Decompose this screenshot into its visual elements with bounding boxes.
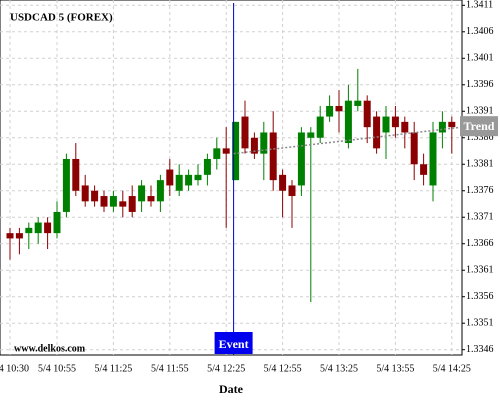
- candle-body: [448, 121, 456, 128]
- candle-body: [156, 180, 164, 202]
- candle-body: [166, 169, 174, 186]
- chart-title: USDCAD 5 (FOREX): [10, 12, 113, 24]
- y-tick-label: 1.3381: [466, 159, 494, 170]
- candle-body: [269, 132, 277, 181]
- x-tick-label: 5/4 11:55: [151, 363, 189, 374]
- y-tick-label: 1.3411: [466, 0, 493, 11]
- candle-body: [34, 222, 42, 234]
- candle-body: [382, 116, 390, 133]
- trend-label: Trend: [464, 119, 495, 133]
- candle-body: [420, 164, 428, 175]
- y-tick-label: 1.3401: [466, 53, 494, 64]
- candle-body: [6, 233, 14, 239]
- candle-body: [53, 211, 61, 234]
- candle-body: [147, 196, 155, 202]
- candle-body: [25, 227, 33, 234]
- y-tick-label: 1.3386: [466, 132, 494, 143]
- x-tick-label: 5/4 10:30: [0, 363, 29, 374]
- candle-body: [363, 100, 371, 128]
- y-tick-label: 1.3391: [466, 106, 494, 117]
- candle-body: [279, 174, 287, 191]
- y-tick-label: 1.3366: [466, 238, 494, 249]
- x-tick-label: 5/4 13:55: [376, 363, 414, 374]
- candle-body: [15, 233, 23, 239]
- candle-body: [326, 105, 334, 117]
- candle-body: [250, 137, 258, 154]
- y-tick-label: 1.3361: [466, 265, 494, 276]
- candle-body: [241, 116, 249, 149]
- x-tick-label: 5/4 12:55: [264, 363, 302, 374]
- candle-body: [354, 100, 362, 106]
- x-tick-label: 5/4 10:55: [38, 363, 76, 374]
- candle-body: [410, 132, 418, 165]
- candle-body: [109, 196, 117, 207]
- x-tick-label: 5/4 12:25: [207, 363, 245, 374]
- y-tick-label: 1.3346: [466, 344, 494, 355]
- y-tick-label: 1.3396: [466, 79, 494, 90]
- candle-body: [203, 158, 211, 175]
- watermark: www.delkos.com: [14, 343, 86, 354]
- candle-body: [213, 148, 221, 159]
- y-tick-label: 1.3406: [466, 26, 494, 37]
- candle-body: [288, 185, 296, 197]
- candle-body: [232, 121, 240, 181]
- candle-body: [429, 132, 437, 186]
- candle-body: [81, 185, 89, 202]
- x-tick-label: 5/4 14:25: [433, 363, 471, 374]
- candle-body: [401, 121, 409, 133]
- event-label: Event: [219, 337, 249, 351]
- y-tick-label: 1.3376: [466, 185, 494, 196]
- candle-body: [222, 148, 230, 154]
- candle-body: [62, 158, 70, 212]
- candle-body: [391, 116, 399, 128]
- candle-body: [344, 100, 352, 144]
- candle-body: [297, 132, 305, 186]
- candle-body: [373, 116, 381, 149]
- candle-body: [119, 201, 127, 207]
- candle-body: [91, 190, 99, 202]
- candle-body: [185, 174, 193, 186]
- candle-body: [128, 196, 136, 212]
- y-tick-label: 1.3371: [466, 212, 494, 223]
- y-tick-label: 1.3351: [466, 318, 494, 329]
- event-box: [214, 332, 253, 354]
- x-axis-label: Date: [219, 382, 244, 396]
- candle-body: [194, 174, 202, 181]
- trend-box: [460, 116, 498, 137]
- y-tick-label: 1.3356: [466, 291, 494, 302]
- candle-body: [316, 116, 324, 138]
- candle-body: [307, 132, 315, 138]
- candle-body: [335, 105, 343, 112]
- candle-body: [438, 121, 446, 133]
- candle-body: [72, 158, 80, 191]
- candle-body: [260, 132, 268, 154]
- grid: [0, 0, 462, 355]
- candle-body: [44, 222, 52, 234]
- x-tick-label: 5/4 13:25: [320, 363, 358, 374]
- candles: [6, 68, 456, 303]
- candle-body: [100, 196, 108, 207]
- candle-body: [138, 185, 146, 202]
- x-tick-label: 5/4 11:25: [95, 363, 133, 374]
- candle-body: [175, 174, 183, 191]
